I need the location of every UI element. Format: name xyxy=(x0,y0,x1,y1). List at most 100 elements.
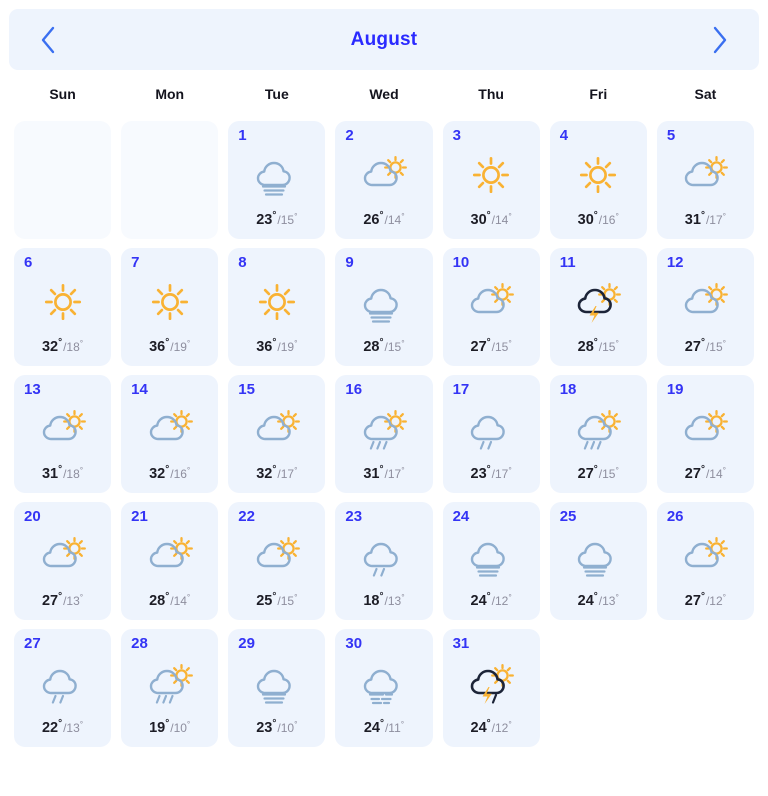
calendar-day-cell[interactable]: 24 24°/12° xyxy=(442,502,540,620)
calendar-cell-wrap: 8 36°/19° xyxy=(223,245,330,372)
mist-icon xyxy=(359,659,409,707)
calendar-cell-wrap: 27 22°/13° xyxy=(9,626,116,753)
calendar-day-cell[interactable]: 27 22°/13° xyxy=(14,629,112,747)
calendar-day-cell[interactable]: 29 23°/10° xyxy=(228,629,326,747)
calendar-day-cell[interactable]: 3 30°/14° xyxy=(442,121,540,239)
degree-symbol: ° xyxy=(294,338,298,348)
calendar-day-cell[interactable]: 7 36°/19° xyxy=(121,248,219,366)
high-temperature: 18° xyxy=(363,591,384,609)
degree-symbol: ° xyxy=(508,592,512,602)
degree-symbol: ° xyxy=(272,464,277,476)
degree-symbol: ° xyxy=(294,592,298,602)
day-number: 13 xyxy=(24,381,41,398)
calendar-day-cell[interactable]: 31 24°/12° xyxy=(442,629,540,747)
calendar-day-cell[interactable]: 26 27°/12° xyxy=(656,502,754,620)
calendar-day-cell[interactable]: 12 27°/15° xyxy=(656,248,754,366)
calendar-day-cell[interactable]: 22 25°/15° xyxy=(228,502,326,620)
low-temperature-value: 15 xyxy=(387,340,402,354)
temperature-range: 26°/14° xyxy=(335,210,432,229)
day-number: 17 xyxy=(452,381,470,398)
day-number: 2 xyxy=(345,127,354,144)
calendar-day-cell[interactable]: 6 32°/18° xyxy=(14,248,112,366)
calendar-day-cell[interactable]: 17 23°/17° xyxy=(442,375,540,493)
calendar-day-cell[interactable]: 14 32°/16° xyxy=(121,375,219,493)
temperature-range: 23°/10° xyxy=(228,718,325,737)
low-temperature-value: 11 xyxy=(388,721,401,735)
high-temperature: 30° xyxy=(470,210,491,228)
calendar-day-cell[interactable]: 5 31°/17° xyxy=(656,121,754,239)
temperature-range: 24°/11° xyxy=(335,718,432,737)
day-number: 9 xyxy=(345,254,354,271)
day-number: 23 xyxy=(345,508,363,525)
partly-cloudy-icon xyxy=(145,532,195,580)
degree-symbol: ° xyxy=(722,465,727,475)
degree-symbol: ° xyxy=(615,211,619,221)
partly-cloudy-icon xyxy=(38,405,88,453)
temperature-range: 18°/13° xyxy=(335,591,432,610)
low-temperature-value: 17 xyxy=(387,467,402,481)
calendar-day-cell[interactable]: 25 24°/13° xyxy=(549,502,647,620)
sunny-icon xyxy=(573,151,623,199)
calendar-day-cell[interactable]: 16 31°/17° xyxy=(335,375,433,493)
high-temperature: 32° xyxy=(42,337,62,355)
temperature-separator: / xyxy=(277,594,281,608)
temperature-range: 27°/14° xyxy=(657,464,754,483)
calendar-day-cell[interactable]: 13 31°/18° xyxy=(14,375,112,493)
temperature-separator: / xyxy=(491,594,495,608)
calendar-day-cell[interactable]: 28 19°/10° xyxy=(121,629,219,747)
temperature-separator: / xyxy=(170,467,174,481)
low-temperature-value: 13 xyxy=(602,594,616,608)
calendar-day-cell[interactable]: 30 24°/11° xyxy=(335,629,433,747)
weekday-label-sat: Sat xyxy=(694,86,717,102)
low-temperature: /17° xyxy=(492,465,512,481)
calendar-day-cell[interactable]: 20 27°/13° xyxy=(14,502,112,620)
fog-icon xyxy=(252,659,302,707)
partly-cloudy-icon xyxy=(359,151,409,199)
calendar-day-cell[interactable]: 11 28°/15° xyxy=(549,248,647,366)
calendar-day-cell[interactable]: 2 26°/14° xyxy=(335,121,433,239)
next-month-button[interactable] xyxy=(703,23,737,57)
calendar-day-cell[interactable]: 23 18°/13° xyxy=(335,502,433,620)
low-temperature: /15° xyxy=(385,338,405,354)
previous-month-button[interactable] xyxy=(31,23,65,57)
high-temperature: 32° xyxy=(149,464,169,482)
day-number: 11 xyxy=(559,254,576,271)
low-temperature-value: 17 xyxy=(709,213,723,227)
calendar-day-cell[interactable]: 21 28°/14° xyxy=(121,502,219,620)
temperature-separator: / xyxy=(598,340,603,354)
degree-symbol: ° xyxy=(165,337,170,349)
high-temperature-value: 24 xyxy=(363,720,380,736)
temperature-separator: / xyxy=(170,594,174,608)
degree-symbol: ° xyxy=(79,465,84,475)
thunderstorm-icon xyxy=(573,278,623,326)
calendar-cell-wrap: 22 25°/15° xyxy=(223,499,330,626)
calendar-day-cell[interactable]: 15 32°/17° xyxy=(228,375,326,493)
low-temperature-value: 14 xyxy=(494,213,509,227)
calendar-cell-wrap: 13 31°/18° xyxy=(9,372,116,499)
day-number: 8 xyxy=(238,254,247,271)
fog-icon xyxy=(252,151,302,199)
low-temperature-value: 10 xyxy=(173,721,187,735)
calendar-day-cell[interactable]: 4 30°/16° xyxy=(549,121,647,239)
degree-symbol: ° xyxy=(379,591,384,603)
calendar-day-cell[interactable]: 8 36°/19° xyxy=(228,248,326,366)
degree-symbol: ° xyxy=(294,719,298,729)
day-number: 24 xyxy=(452,508,470,525)
calendar-day-cell[interactable]: 9 28°/15° xyxy=(335,248,433,366)
low-temperature: /17° xyxy=(706,211,726,227)
calendar-day-cell[interactable]: 10 27°/15° xyxy=(442,248,540,366)
calendar-cell-wrap: 28 19°/10° xyxy=(116,626,223,753)
day-number: 30 xyxy=(345,635,363,652)
high-temperature: 27° xyxy=(685,464,705,482)
degree-symbol: ° xyxy=(294,211,298,221)
calendar-cell-wrap: 4 30°/16° xyxy=(545,118,652,245)
calendar-day-cell[interactable]: 19 27°/14° xyxy=(656,375,754,493)
calendar-day-cell[interactable]: 18 27°/15° xyxy=(549,375,647,493)
high-temperature-value: 30 xyxy=(470,212,487,228)
degree-symbol: ° xyxy=(186,465,191,475)
high-temperature-value: 18 xyxy=(363,593,380,609)
low-temperature: /19° xyxy=(170,338,190,354)
temperature-range: 36°/19° xyxy=(121,337,218,356)
calendar-day-cell[interactable]: 1 23°/15° xyxy=(228,121,326,239)
high-temperature: 27° xyxy=(685,591,705,609)
